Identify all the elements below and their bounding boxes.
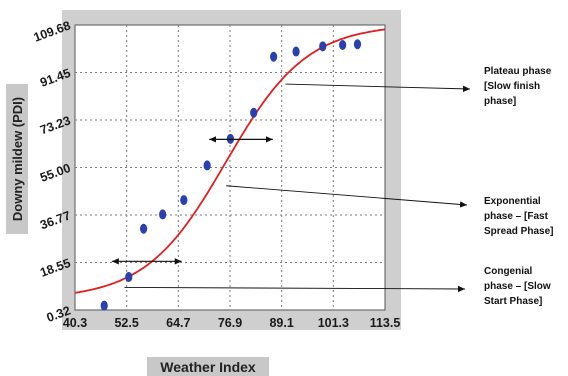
grid-lines (75, 25, 385, 310)
data-point (319, 41, 327, 52)
x-axis-label: Weather Index (147, 357, 269, 376)
annotation-arrow (285, 83, 471, 93)
x-tick-label: 113.5 (370, 316, 401, 330)
annotation-text: Congenial (484, 266, 533, 277)
data-point (353, 39, 362, 50)
annotation-text: Plateau phase (484, 66, 552, 77)
annotation-text: Start Phase] (484, 296, 542, 307)
annotation-text: phase – [Fast (484, 211, 549, 222)
data-point (203, 160, 211, 171)
annotation-text: Spread Phase] (484, 226, 553, 237)
data-point (180, 195, 188, 206)
annotation-text: phase] (484, 96, 516, 107)
data-point (125, 271, 133, 282)
annotation-arrow (226, 185, 468, 208)
x-axis-label-box (147, 357, 269, 376)
annotation-arrow (124, 285, 466, 293)
x-tick-label: 89.1 (269, 316, 293, 330)
data-point (270, 51, 278, 62)
annotation-text: [Slow finish (484, 81, 540, 92)
data-point (292, 46, 300, 57)
x-tick-label: 101.3 (318, 316, 349, 330)
y-axis-label: Downy mildew (PDI) (6, 84, 28, 234)
phase-annotations: Plateau phase [Slow finish phase] Exponenti… (124, 66, 553, 307)
x-tick-labels: 40.3 52.5 64.7 76.9 89.1 101.3 113.5 (63, 316, 401, 330)
phase-range-arrows (111, 136, 273, 265)
x-tick-label: 52.5 (114, 316, 138, 330)
annotation-text: Exponential (484, 196, 541, 207)
x-tick-label: 76.9 (218, 316, 242, 330)
data-point (100, 300, 108, 311)
x-axis-label-text: Weather Index (160, 359, 256, 375)
data-point (159, 209, 167, 220)
x-tick-label: 40.3 (63, 316, 87, 330)
data-point (339, 40, 347, 51)
y-axis-label-box (6, 84, 28, 234)
data-point (250, 107, 258, 118)
y-axis-label-text: Downy mildew (PDI) (10, 97, 25, 221)
annotation-text: phase – [Slow (484, 281, 551, 292)
x-tick-label: 64.7 (166, 316, 190, 330)
data-point (140, 223, 148, 234)
